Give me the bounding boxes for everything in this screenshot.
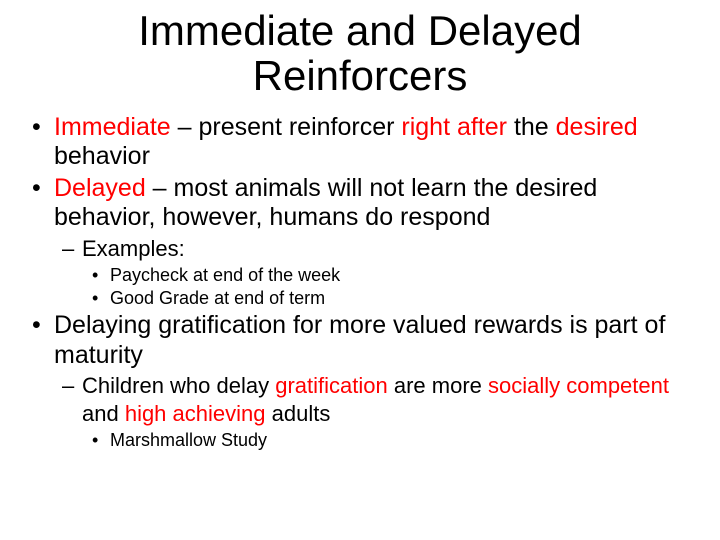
bullet-list: Immediate – present reinforcer right aft… <box>28 113 692 452</box>
text: Delaying gratification for more valued r… <box>54 311 665 369</box>
example-grade: Good Grade at end of term <box>110 287 692 310</box>
text: are more <box>388 373 488 398</box>
sub-sub-list: Marshmallow Study <box>82 429 692 452</box>
example-marshmallow: Marshmallow Study <box>110 429 692 452</box>
example-paycheck: Paycheck at end of the week <box>110 264 692 287</box>
text: Examples: <box>82 236 185 261</box>
keyword-delayed: Delayed <box>54 174 146 202</box>
sub-list: Examples: Paycheck at end of the week Go… <box>54 235 692 310</box>
slide-title: Immediate and Delayed Reinforcers <box>28 8 692 99</box>
keyword-right-after: right after <box>401 113 507 141</box>
keyword-desired: desired <box>556 113 638 141</box>
sub-list: Children who delay gratification are mor… <box>54 372 692 452</box>
bullet-maturity: Delaying gratification for more valued r… <box>54 311 692 452</box>
bullet-immediate: Immediate – present reinforcer right aft… <box>54 113 692 172</box>
text: behavior <box>54 142 150 170</box>
sub-children: Children who delay gratification are mor… <box>82 372 692 452</box>
text: – present reinforcer <box>171 113 402 141</box>
sub-sub-list: Paycheck at end of the week Good Grade a… <box>82 264 692 309</box>
keyword-socially-competent: socially competent <box>488 373 669 398</box>
slide: Immediate and Delayed Reinforcers Immedi… <box>0 0 720 540</box>
keyword-high-achieving: high achieving <box>125 401 266 426</box>
text: Children who delay <box>82 373 275 398</box>
bullet-delayed: Delayed – most animals will not learn th… <box>54 174 692 310</box>
keyword-gratification: gratification <box>275 373 388 398</box>
text: and <box>82 401 125 426</box>
sub-examples: Examples: Paycheck at end of the week Go… <box>82 235 692 310</box>
keyword-immediate: Immediate <box>54 113 171 141</box>
text: the <box>507 113 556 141</box>
text: adults <box>266 401 331 426</box>
